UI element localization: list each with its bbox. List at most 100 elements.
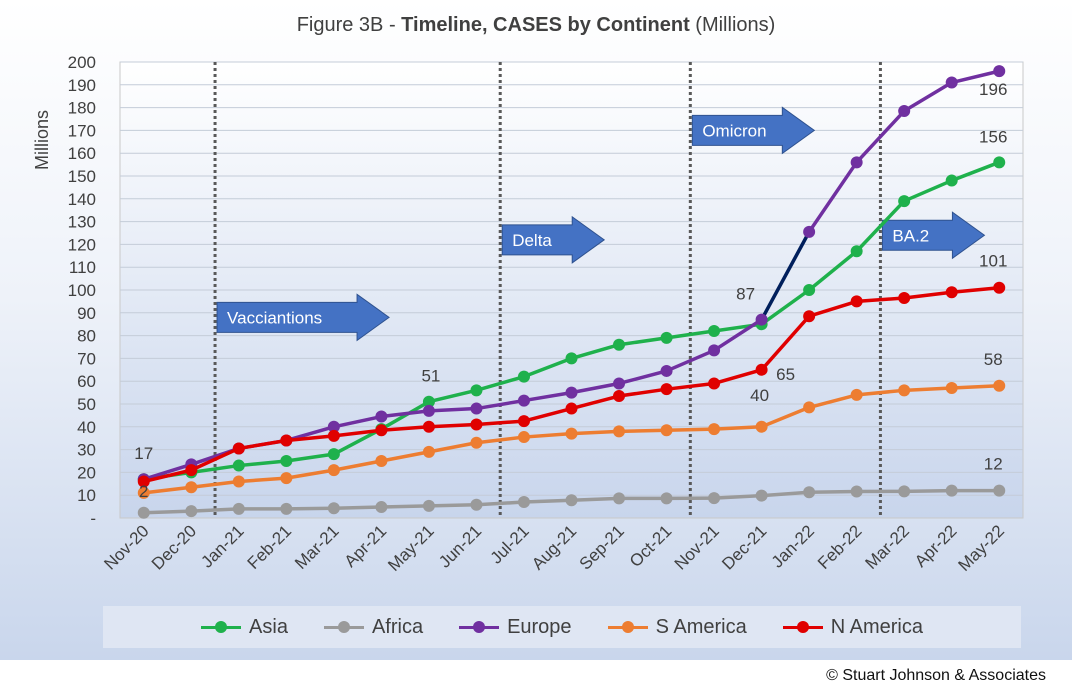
- data-point: [613, 377, 626, 390]
- data-point: [470, 402, 483, 415]
- data-point: [898, 105, 911, 118]
- data-point: [137, 475, 150, 488]
- x-tick-label: Nov-20: [100, 521, 152, 573]
- series-line-segment: [284, 434, 336, 443]
- x-tick-label: Oct-21: [626, 521, 676, 571]
- x-tick-label: Dec-20: [148, 521, 200, 573]
- series-line-segment: [522, 356, 574, 379]
- y-tick-label: 110: [69, 258, 96, 277]
- data-point: [755, 489, 768, 502]
- series-line-segment: [759, 230, 811, 322]
- data-point: [565, 494, 578, 507]
- y-tick-label: 190: [68, 76, 96, 95]
- legend-label: Africa: [371, 615, 424, 638]
- series-line-segment: [902, 290, 954, 300]
- series-line-segment: [142, 468, 194, 484]
- data-label: 156: [979, 127, 1007, 146]
- data-point: [327, 448, 340, 461]
- x-tick-label: Jun-21: [435, 521, 485, 571]
- data-point: [232, 502, 245, 515]
- series-line-segment: [189, 446, 241, 472]
- series-line-segment: [759, 288, 811, 326]
- legend-label: Europe: [507, 615, 572, 638]
- data-point: [803, 225, 816, 238]
- data-point: [280, 502, 293, 515]
- data-point: [327, 429, 340, 442]
- series-line-segment: [237, 438, 289, 451]
- chart-plot: - 10 20 30 40 50 60 70 80 90 100 110 120 130 140 150 160…: [32, 53, 1024, 575]
- series-line-segment: [332, 459, 384, 472]
- x-tick-label: Feb-22: [814, 521, 866, 573]
- data-label: 2: [139, 482, 148, 501]
- legend-item-africa: Africa: [323, 615, 424, 639]
- annotation-arrow-shape: [501, 215, 606, 264]
- data-point: [660, 364, 673, 377]
- series-line-segment: [474, 435, 526, 445]
- data-label: 51: [421, 367, 440, 386]
- annotation-arrow: BA.2: [881, 211, 986, 260]
- series-line-segment: [522, 390, 574, 403]
- data-point: [898, 195, 911, 208]
- data-point: [850, 295, 863, 308]
- data-label: 87: [736, 285, 755, 304]
- data-point: [993, 65, 1006, 78]
- chart-title: Figure 3B - Timeline, CASES by Continent…: [0, 14, 1072, 37]
- y-tick-label: -: [90, 509, 96, 528]
- data-point: [613, 390, 626, 403]
- legend-swatch: [782, 621, 823, 633]
- data-point: [898, 485, 911, 498]
- legend-swatch: [323, 621, 364, 633]
- series-line-segment: [854, 109, 906, 165]
- series-line-segment: [332, 414, 384, 429]
- series-line-segment: [427, 503, 479, 508]
- data-point: [470, 436, 483, 449]
- series-line-segment: [854, 296, 906, 304]
- data-point: [517, 394, 530, 407]
- data-point: [565, 352, 578, 365]
- annotation-arrow-shape: [881, 211, 986, 260]
- data-point: [232, 442, 245, 455]
- data-point: [993, 156, 1006, 169]
- series-line-segment: [522, 498, 574, 504]
- data-point: [755, 313, 768, 326]
- copyright-notice: © Stuart Johnson & Associates: [826, 667, 1046, 684]
- y-tick-label: 170: [68, 121, 96, 140]
- x-tick-label: Mar-21: [291, 521, 343, 573]
- data-point: [232, 459, 245, 472]
- data-point: [803, 486, 816, 499]
- data-point: [850, 245, 863, 258]
- series-line-segment: [617, 428, 669, 434]
- data-point: [327, 464, 340, 477]
- series-line-segment: [379, 504, 431, 509]
- x-tick-label: Nov-21: [671, 521, 723, 573]
- data-point: [850, 388, 863, 401]
- legend-label: S America: [655, 615, 747, 638]
- legend-swatch: [607, 621, 648, 633]
- y-tick-label: 10: [77, 486, 96, 505]
- y-tick-label: 130: [68, 213, 96, 232]
- annotation-label: Vacciantions: [227, 308, 322, 327]
- series-line-segment: [617, 336, 669, 347]
- data-point: [613, 492, 626, 505]
- data-point: [993, 379, 1006, 392]
- series-line-segment: [522, 406, 574, 423]
- data-point: [660, 424, 673, 437]
- series-line-segment: [664, 329, 716, 340]
- data-label: 17: [134, 444, 153, 463]
- series-line-segment: [664, 348, 716, 373]
- y-tick-label: 70: [77, 349, 96, 368]
- series-africa: [137, 484, 1006, 519]
- series-line-segment: [759, 314, 811, 372]
- x-tick-label: Sep-21: [576, 521, 628, 573]
- series-line-segment: [522, 431, 574, 439]
- data-point: [422, 420, 435, 433]
- data-point: [185, 505, 198, 518]
- legend-item-n-america: N America: [782, 616, 923, 639]
- y-tick-label: 100: [68, 281, 96, 300]
- annotation-arrow: Delta: [501, 215, 606, 264]
- data-point: [137, 506, 150, 519]
- x-tick-label: Apr-22: [911, 521, 961, 571]
- annotation-label: BA.2: [892, 226, 929, 245]
- series-line-segment: [854, 388, 906, 397]
- series-line-segment: [902, 80, 954, 113]
